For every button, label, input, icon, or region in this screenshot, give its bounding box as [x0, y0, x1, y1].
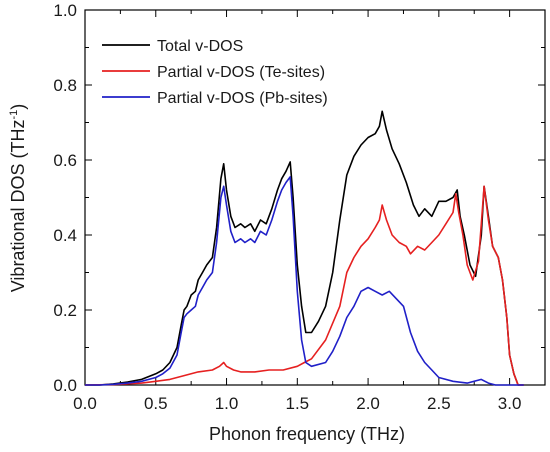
y-axis-label-main: Vibrational DOS (THz: [8, 120, 28, 293]
y-tick-label: 1.0: [53, 1, 77, 20]
legend-label-partial-v-dos-te-sites: Partial v-DOS (Te-sites): [157, 64, 325, 81]
axes: 0.0 0.5 1.0 1.5 2.0 2.5 3.0 0.0 0.2 0.4 0.6 0.8 1.0: [53, 1, 546, 413]
y-tick-label: 0.2: [53, 301, 77, 320]
x-axis-label: Phonon frequency (THz): [209, 424, 405, 444]
y-tick-label: 0.4: [53, 226, 77, 245]
y-tick-label: 0.6: [53, 151, 77, 170]
legend-label-total-v-dos: Total v-DOS: [157, 38, 243, 55]
x-tick-label: 2.0: [356, 394, 380, 413]
y-tick-label: 0.0: [53, 376, 77, 395]
series-lines: [84, 110, 524, 386]
legend-label-partial-v-dos-pb-sites: Partial v-DOS (Pb-sites): [157, 90, 328, 107]
series-line-partial-v-dos-pb-sites: [85, 176, 524, 386]
x-tick-label: 0.0: [73, 394, 97, 413]
y-axis-label-close: ): [8, 104, 28, 110]
y-axis-label-sup: -1: [8, 110, 20, 120]
x-tick-label: 2.5: [427, 394, 451, 413]
x-tick-label: 1.5: [285, 394, 309, 413]
y-axis-label: Vibrational DOS (THz-1): [8, 104, 28, 293]
series-line-partial-v-dos-te-sites: [84, 185, 524, 386]
series-line-total-v-dos: [85, 110, 524, 386]
legend: Total v-DOS Partial v-DOS (Te-sites) Parti…: [102, 38, 328, 107]
x-tick-label: 3.0: [498, 394, 522, 413]
x-tick-label: 0.5: [144, 394, 168, 413]
x-tick-label: 1.0: [215, 394, 239, 413]
y-tick-label: 0.8: [53, 76, 77, 95]
